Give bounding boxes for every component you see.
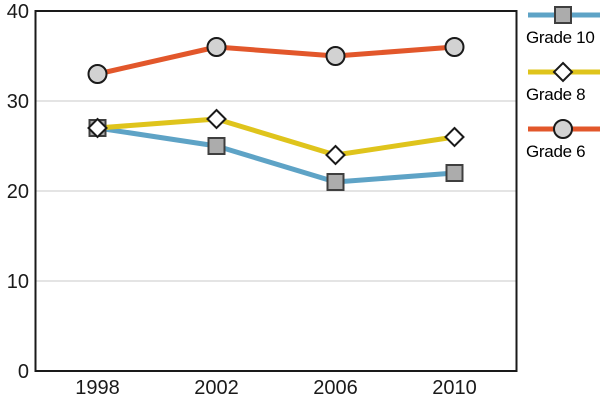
y-tick-label: 10 (7, 271, 29, 293)
square-marker-grade-10 (554, 6, 572, 24)
y-tick-label: 20 (7, 181, 29, 203)
y-tick-label: 40 (7, 1, 29, 23)
diamond-marker-grade-8 (552, 61, 574, 83)
legend-sample-grade-6-icon (528, 119, 600, 139)
x-tick-label: 1998 (75, 377, 120, 399)
legend-label-grade-8: Grade 8 (526, 85, 586, 104)
legend-sample-grade-8-icon (528, 61, 600, 83)
legend: Grade 10 Grade 8 Grade 6 (524, 3, 600, 163)
legend-label-grade-10: Grade 10 (526, 28, 595, 47)
circle-marker-grade-6 (206, 37, 227, 57)
square-marker-grade-10 (445, 164, 464, 182)
x-tick-label: 2002 (194, 377, 239, 399)
square-marker-grade-10 (207, 137, 226, 155)
circle-marker-grade-6 (444, 37, 465, 57)
series-line-grade-10 (97, 125, 455, 185)
plot-border (34, 10, 518, 372)
y-tick-label: 0 (18, 361, 29, 383)
legend-sample-grade-10-icon (528, 6, 600, 24)
x-tick-label: 2006 (313, 377, 358, 399)
diamond-marker-grade-8 (325, 144, 346, 166)
series-line-grade-6 (96, 44, 455, 77)
circle-marker-grade-6 (87, 64, 108, 84)
legend-item-grade-10: Grade 10 (524, 3, 600, 49)
diamond-marker-grade-8 (87, 117, 108, 139)
legend-item-grade-6: Grade 6 (524, 117, 600, 163)
y-tick-label: 30 (7, 91, 29, 113)
circle-marker-grade-6 (325, 46, 346, 66)
circle-marker-grade-6 (553, 119, 573, 139)
diamond-marker-grade-8 (444, 126, 465, 148)
legend-item-grade-8: Grade 8 (524, 60, 600, 106)
diamond-marker-grade-8 (206, 108, 227, 130)
x-tick-label: 2010 (432, 377, 477, 399)
legend-label-grade-6: Grade 6 (526, 142, 586, 161)
series-line-grade-8 (97, 116, 455, 158)
square-marker-grade-10 (326, 173, 345, 191)
